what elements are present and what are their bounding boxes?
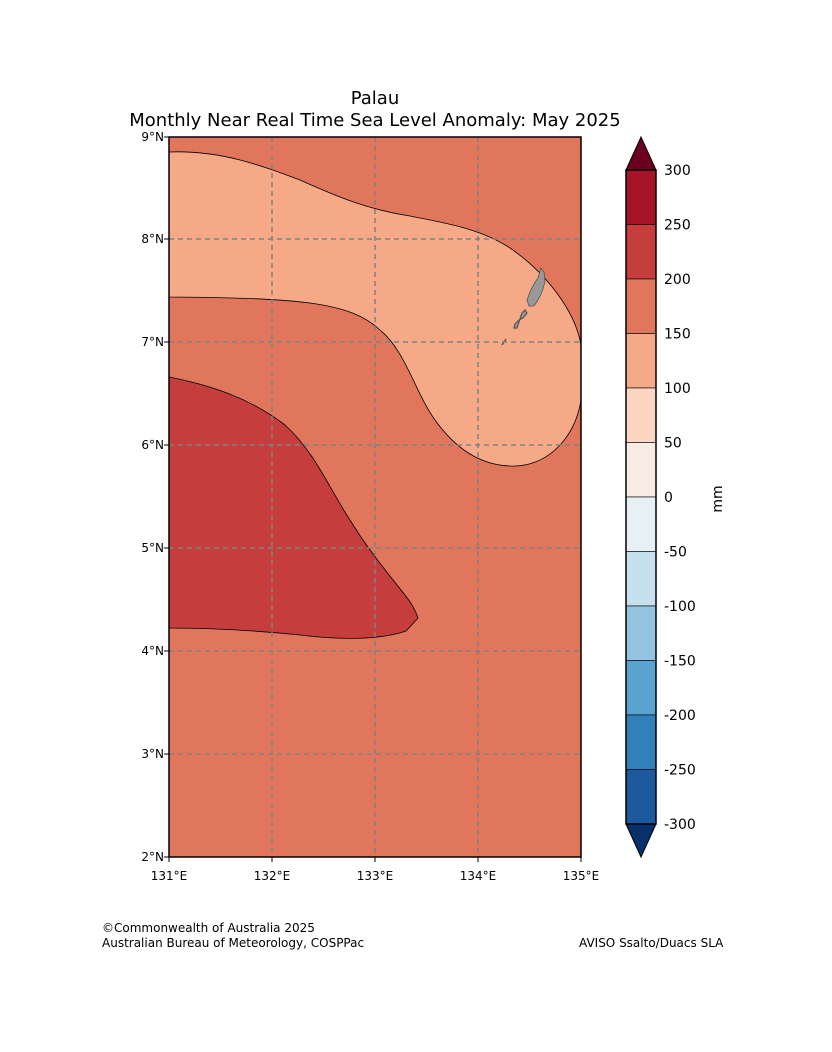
colorbar-frame — [625, 169, 657, 825]
colorbar-band — [625, 387, 657, 443]
colorbar-band — [625, 442, 657, 498]
palau-island — [526, 267, 546, 307]
lat-tick-label: 8°N — [141, 232, 164, 246]
colorbar-tick-label: 250 — [664, 218, 691, 234]
map-area — [169, 137, 581, 857]
colorbar-band — [625, 224, 657, 280]
lat-tick-label: 3°N — [141, 747, 164, 761]
map-title: Palau — [350, 88, 400, 109]
lon-tick-label: 133°E — [357, 869, 394, 883]
colorbar-under-extension — [625, 823, 657, 859]
lat-tick-label: 4°N — [141, 644, 164, 658]
colorbar-tick-label: 200 — [664, 272, 691, 288]
lon-tick-label: 135°E — [563, 869, 600, 883]
colorbar-tick-label: -200 — [664, 708, 696, 724]
colorbar-tick-label: 300 — [664, 163, 691, 179]
colorbar-tick-label: -150 — [664, 654, 696, 670]
colorbar-band — [625, 496, 657, 552]
colorbar-tick-label: 0 — [664, 490, 673, 506]
lon-tick-label: 131°E — [151, 869, 188, 883]
copyright-line: ©Commonwealth of Australia 2025 — [102, 921, 315, 935]
gridlines — [169, 137, 581, 857]
contour-200-250 — [169, 376, 419, 639]
lon-tick-label: 132°E — [254, 869, 291, 883]
copyright-notice: ©Commonwealth of Australia 2025 Australi… — [102, 921, 364, 951]
colorbar-band — [625, 605, 657, 661]
colorbar-tick-label: -300 — [664, 817, 696, 833]
colorbar-band — [625, 660, 657, 716]
map-subtitle: Monthly Near Real Time Sea Level Anomaly… — [129, 110, 621, 131]
lat-tick-label: 2°N — [141, 850, 164, 864]
lat-tick-label: 6°N — [141, 438, 164, 452]
tick-marks — [164, 136, 582, 862]
colorbar-unit-label: mm — [710, 485, 726, 512]
colorbar-tick-label: -50 — [664, 545, 687, 561]
colorbar-tick-label: 150 — [664, 327, 691, 343]
colorbar-band — [625, 333, 657, 389]
colorbar: 300 250 200 150 100 50 0 -50 -100 -150 -200 -250 -30… — [625, 135, 696, 859]
data-source: AVISO Ssalto/Duacs SLA — [579, 936, 724, 950]
colorbar-tick-label: 100 — [664, 381, 691, 397]
colorbar-band — [625, 769, 657, 825]
colorbar-band — [625, 551, 657, 607]
colorbar-tick-label: -100 — [664, 599, 696, 615]
lat-tick-label: 5°N — [141, 541, 164, 555]
lat-tick-label: 9°N — [141, 130, 164, 144]
colorbar-band — [625, 169, 657, 225]
colorbar-band — [625, 278, 657, 334]
lat-tick-label: 7°N — [141, 335, 164, 349]
colorbar-tick-label: -250 — [664, 763, 696, 779]
colorbar-over-extension — [625, 135, 657, 171]
agency-line: Australian Bureau of Meteorology, COSPPa… — [102, 936, 365, 950]
colorbar-band — [625, 714, 657, 770]
lon-tick-label: 134°E — [460, 869, 497, 883]
colorbar-tick-label: 50 — [664, 436, 682, 452]
palau-islet — [513, 309, 528, 329]
